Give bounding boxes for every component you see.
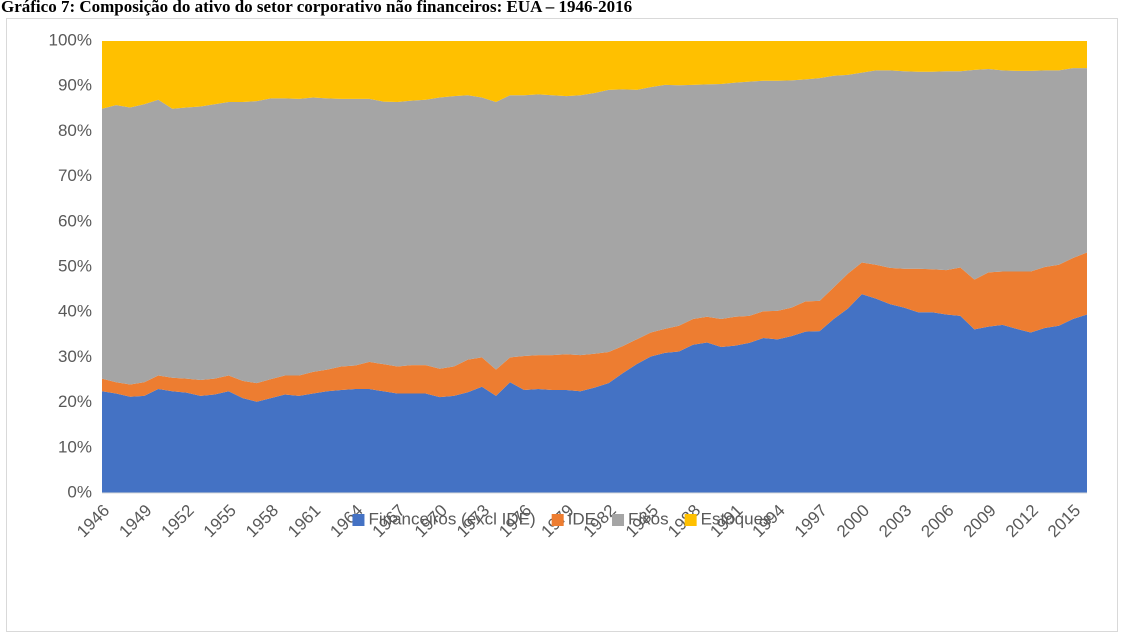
y-tick-label: 20% (58, 392, 92, 411)
area (102, 68, 1087, 385)
area (102, 252, 1087, 402)
area (102, 294, 1087, 493)
y-tick-label: 10% (58, 437, 92, 456)
legend-swatch (612, 514, 625, 526)
y-tick-label: 70% (58, 166, 92, 185)
y-tick-label: 50% (58, 256, 92, 275)
legend-swatch (684, 514, 697, 526)
legend: Financeiros (excl IDE) IDE Fixos Estoques (352, 509, 772, 528)
chart-title: Gráfico 7: Composição do ativo do setor … (1, 0, 632, 16)
legend-label: Financeiros (excl IDE) (368, 509, 535, 528)
y-tick-label: 30% (58, 347, 92, 366)
legend-label: Estoques (701, 509, 772, 528)
legend-swatch (352, 514, 365, 526)
y-tick-label: 90% (58, 76, 92, 95)
area (102, 41, 1087, 109)
legend-swatch (551, 514, 564, 526)
y-tick-label: 80% (58, 121, 92, 140)
y-tick-label: 60% (58, 211, 92, 230)
legend-label: IDE (568, 509, 596, 528)
y-tick-label: 40% (58, 302, 92, 321)
legend-label: Fixos (628, 509, 669, 528)
y-tick-label: 100% (49, 30, 92, 49)
y-tick-label: 0% (67, 482, 92, 501)
